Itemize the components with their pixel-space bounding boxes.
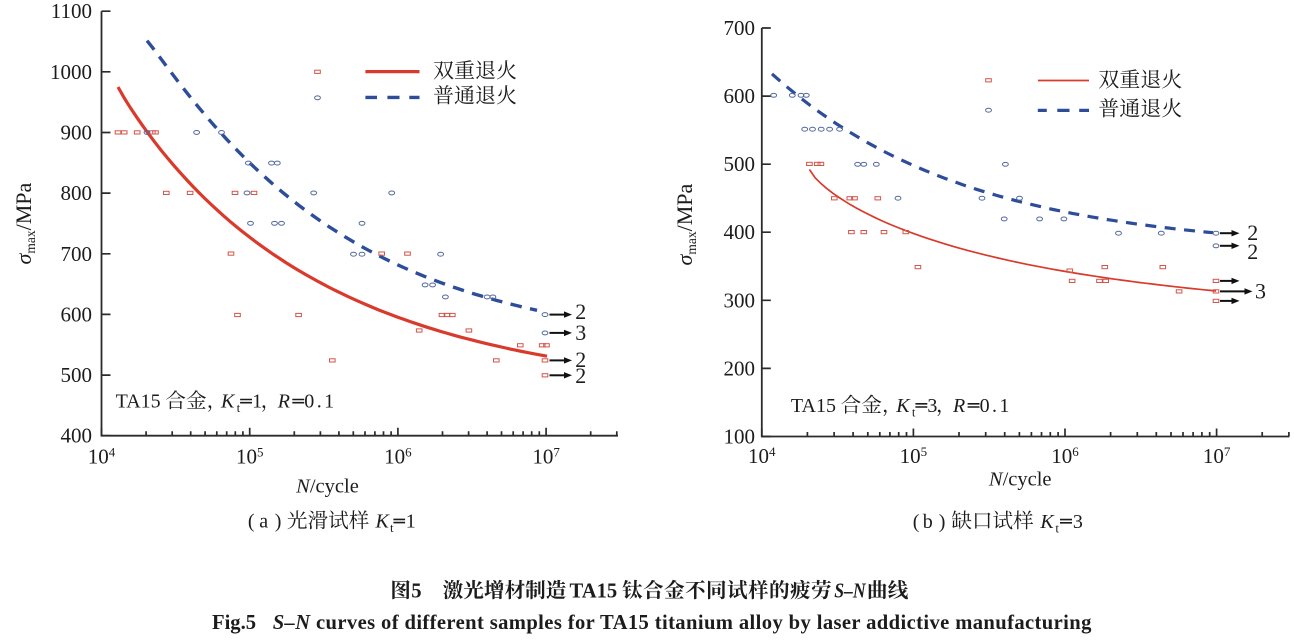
svg-text:2: 2 xyxy=(1247,220,1258,245)
svg-text:700: 700 xyxy=(724,16,756,40)
svg-text:S–N: S–N xyxy=(834,580,866,602)
svg-text:0.1: 0.1 xyxy=(304,391,336,413)
svg-text:800: 800 xyxy=(61,181,93,205)
svg-text:N/cycle: N/cycle xyxy=(295,476,359,498)
svg-text:R: R xyxy=(952,395,965,417)
svg-text:3: 3 xyxy=(927,395,937,417)
svg-text:2: 2 xyxy=(1247,239,1258,264)
svg-text:3: 3 xyxy=(1073,511,1083,533)
svg-text:K: K xyxy=(895,395,911,417)
svg-text:TA15: TA15 xyxy=(570,580,618,602)
svg-text:R: R xyxy=(277,391,290,413)
svg-text:S–N curves of different sample: S–N curves of different samples for TA15… xyxy=(273,612,1092,634)
svg-text:300: 300 xyxy=(724,288,756,312)
svg-text:): ) xyxy=(939,511,946,533)
svg-text:a: a xyxy=(259,511,268,533)
svg-text:K: K xyxy=(1039,511,1055,533)
svg-text:K: K xyxy=(220,391,236,413)
svg-text:1: 1 xyxy=(406,511,416,533)
svg-text:t: t xyxy=(237,400,241,415)
svg-text:(: ( xyxy=(248,511,255,533)
svg-text:200: 200 xyxy=(724,356,756,380)
svg-text:): ) xyxy=(275,511,282,533)
svg-text:600: 600 xyxy=(61,302,93,326)
svg-text:1100: 1100 xyxy=(51,0,92,23)
svg-text:700: 700 xyxy=(61,242,93,266)
svg-text:σmax/MPa: σmax/MPa xyxy=(672,183,699,265)
svg-text:3: 3 xyxy=(1255,278,1266,303)
svg-text:TA15: TA15 xyxy=(116,391,161,413)
svg-text:0.1: 0.1 xyxy=(980,395,1012,417)
svg-text:2: 2 xyxy=(575,347,586,372)
svg-text:σmax/MPa: σmax/MPa xyxy=(11,182,38,264)
svg-text:3: 3 xyxy=(575,320,586,345)
svg-text:500: 500 xyxy=(724,152,756,176)
svg-text:2: 2 xyxy=(575,363,586,388)
svg-text:t: t xyxy=(912,405,916,420)
svg-text:N/cycle: N/cycle xyxy=(988,468,1052,490)
svg-text:400: 400 xyxy=(61,424,93,448)
svg-text:b: b xyxy=(923,511,933,533)
svg-text:1: 1 xyxy=(252,391,262,413)
svg-text:5: 5 xyxy=(411,580,421,602)
svg-text:100: 100 xyxy=(724,425,756,449)
svg-text:500: 500 xyxy=(61,363,93,387)
svg-text:t: t xyxy=(390,520,394,535)
svg-text:TA15: TA15 xyxy=(791,395,836,417)
svg-text:1000: 1000 xyxy=(50,60,92,84)
svg-text:t: t xyxy=(1055,520,1059,535)
svg-text:(: ( xyxy=(913,511,920,533)
svg-text:K: K xyxy=(375,511,391,533)
svg-text:600: 600 xyxy=(724,84,756,108)
svg-text:900: 900 xyxy=(61,121,93,145)
svg-text:400: 400 xyxy=(724,220,756,244)
svg-text:Fig.5: Fig.5 xyxy=(212,612,256,634)
svg-text:2: 2 xyxy=(575,299,586,324)
